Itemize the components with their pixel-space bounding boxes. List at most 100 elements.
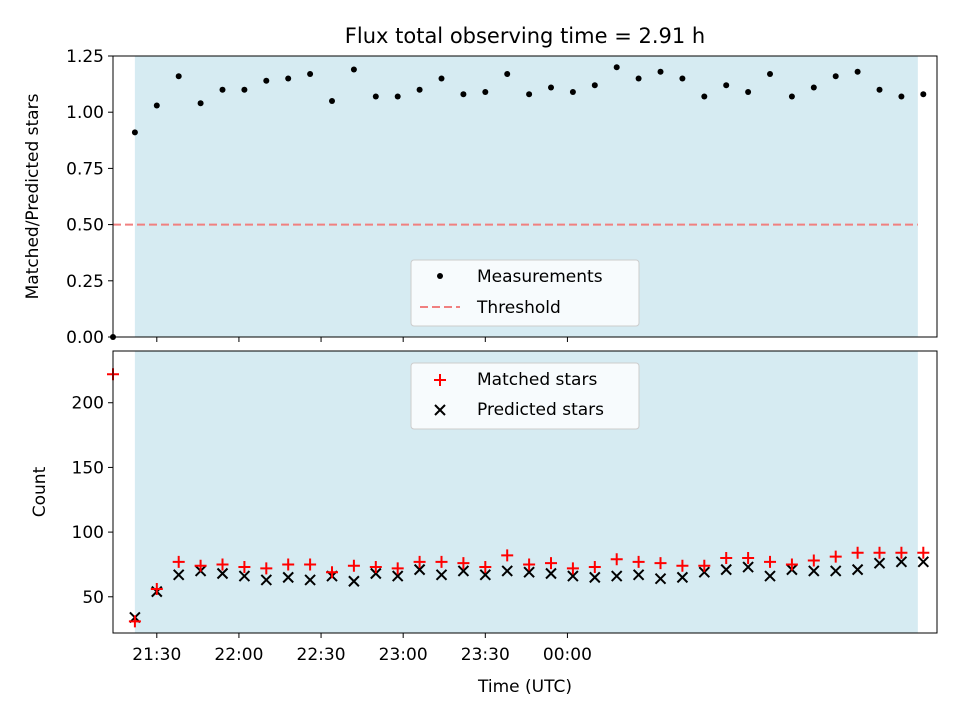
predicted-star-point <box>611 570 623 582</box>
legend-predicted-marker <box>434 404 446 416</box>
measurement-point <box>613 64 620 71</box>
matched-star-point <box>479 561 492 574</box>
matched-star-point <box>895 546 908 559</box>
measurement-point <box>460 91 467 98</box>
count-points <box>107 368 930 628</box>
matched-star-point <box>172 555 185 568</box>
bottom-panel: 50 100 150 200 21:30 22:00 22:30 23:00 23:30 00:… <box>30 350 938 697</box>
x-tick-label: 22:30 <box>297 645 346 665</box>
bottom-plot-frame <box>112 350 938 634</box>
predicted-star-point <box>654 572 667 585</box>
bottom-y-tick-label: 200 <box>72 394 104 414</box>
legend-threshold-label: Threshold <box>476 298 561 318</box>
matched-star-point <box>369 561 382 574</box>
measurement-point <box>898 93 905 100</box>
predicted-star-point <box>435 569 448 581</box>
measurement-point <box>635 75 642 82</box>
predicted-star-point <box>830 565 842 577</box>
matched-star-point <box>238 561 251 574</box>
top-y-axis-label: Matched/Predicted stars <box>23 93 43 299</box>
measurement-point <box>657 68 664 75</box>
predicted-star-point <box>632 569 645 581</box>
matched-star-point <box>523 558 536 571</box>
measurement-point <box>920 91 927 98</box>
predicted-star-point <box>172 569 185 581</box>
measurement-point <box>372 93 379 100</box>
top-y-tick-label: 1.00 <box>66 103 104 123</box>
predicted-star-point <box>851 563 864 576</box>
top-y-tick-label: 0.00 <box>66 328 104 348</box>
predicted-star-point <box>545 567 557 580</box>
matched-star-point <box>873 546 886 559</box>
top-x-axis <box>156 337 568 342</box>
measurement-point <box>679 75 686 82</box>
legend-matched-label: Matched stars <box>477 370 597 390</box>
predicted-star-point <box>589 571 601 584</box>
measurement-point <box>131 129 138 136</box>
matched-star-point <box>326 566 339 579</box>
x-tick-label: 22:00 <box>214 645 263 665</box>
predicted-star-point <box>282 571 294 584</box>
measurement-point <box>569 88 576 95</box>
predicted-star-point <box>216 567 229 580</box>
measurement-point <box>767 70 774 77</box>
predicted-star-point <box>479 569 492 581</box>
matched-star-point <box>676 559 689 572</box>
predicted-star-point <box>260 574 273 586</box>
matched-star-point <box>501 549 514 562</box>
top-y-tick-label: 0.25 <box>66 272 104 292</box>
measurement-point <box>591 82 598 89</box>
measurement-point <box>394 93 401 100</box>
bottom-y-axis: 50 100 150 200 <box>72 394 113 608</box>
matched-star-point <box>391 562 404 575</box>
bottom-legend: Matched stars Predicted stars <box>410 362 640 430</box>
measurement-point <box>876 86 883 93</box>
measurement-point <box>175 73 182 80</box>
bottom-y-tick-label: 100 <box>72 523 104 543</box>
measurement-point <box>153 102 160 109</box>
measurement-point <box>438 75 445 82</box>
measurement-point <box>241 86 248 93</box>
matched-star-point <box>347 559 360 572</box>
matched-star-point <box>194 559 207 572</box>
measurement-point <box>329 97 336 104</box>
matched-star-point <box>413 555 426 568</box>
chart-title: Flux total observing time = 2.91 h <box>345 24 705 48</box>
predicted-star-point <box>676 571 689 584</box>
measurement-point <box>745 88 752 95</box>
matched-star-point <box>216 558 229 571</box>
measurement-point <box>350 66 357 73</box>
predicted-star-point <box>764 570 776 582</box>
legend-predicted-label: Predicted stars <box>477 400 604 420</box>
predicted-star-point <box>808 565 820 577</box>
matched-star-point <box>457 557 470 570</box>
predicted-star-point <box>370 567 382 580</box>
matched-star-point <box>128 615 141 628</box>
top-legend-box <box>410 259 640 327</box>
measurement-point <box>854 68 861 75</box>
bottom-y-tick-label: 50 <box>82 588 104 608</box>
measurement-point <box>219 86 226 93</box>
measurement-point <box>416 86 423 93</box>
matched-star-point <box>829 550 842 563</box>
predicted-star-point <box>304 574 316 586</box>
top-y-tick-label: 1.25 <box>66 47 104 67</box>
matched-star-point <box>566 562 579 575</box>
measurement-point <box>263 77 270 84</box>
matched-star-point <box>742 551 755 564</box>
legend-measurements-label: Measurements <box>477 267 603 287</box>
matched-star-point <box>720 551 733 564</box>
predicted-star-point <box>720 563 732 576</box>
matched-star-point <box>654 557 667 570</box>
measurement-point <box>307 70 314 77</box>
matched-star-point <box>632 555 645 568</box>
bottom-x-axis: 21:30 22:00 22:30 23:00 23:30 00:00 <box>132 633 592 665</box>
top-panel: 0.00 0.25 0.50 0.75 1.00 1.25 Matched/Predict… <box>23 47 938 348</box>
matched-star-point <box>851 546 864 559</box>
measurement-point <box>285 75 292 82</box>
bottom-y-tick-label: 150 <box>72 458 104 478</box>
predicted-star-point <box>523 566 535 578</box>
predicted-star-point <box>501 565 513 577</box>
matched-star-point <box>785 558 798 571</box>
measurement-point <box>810 84 817 91</box>
